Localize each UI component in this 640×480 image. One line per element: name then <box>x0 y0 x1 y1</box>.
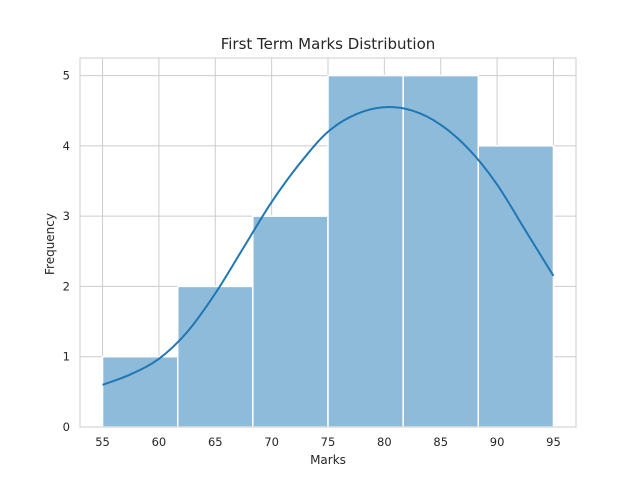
histogram-bar <box>402 74 480 428</box>
chart-title: First Term Marks Distribution <box>221 35 436 53</box>
y-tick-labels: 0 1 2 3 4 5 <box>63 69 70 434</box>
x-tick-label: 85 <box>433 435 448 449</box>
histogram-bar <box>101 355 179 428</box>
histogram-bar <box>252 215 329 428</box>
x-tick-label: 95 <box>546 435 561 449</box>
y-axis-label: Frequency <box>43 213 57 275</box>
x-tick-label: 65 <box>208 435 223 449</box>
y-tick-label: 2 <box>63 279 70 293</box>
x-tick-label: 80 <box>377 435 392 449</box>
x-tick-label: 55 <box>95 435 110 449</box>
y-tick-label: 4 <box>63 139 70 153</box>
axes-frame <box>79 57 577 428</box>
histogram-bar <box>327 74 404 428</box>
x-tick-label: 75 <box>321 435 336 449</box>
y-tick-label: 3 <box>63 209 70 223</box>
x-tick-label: 60 <box>152 435 167 449</box>
x-tick-label: 90 <box>490 435 505 449</box>
kde-curve <box>102 106 555 386</box>
y-tick-label: 0 <box>63 420 70 434</box>
histogram-bar <box>477 145 555 428</box>
histogram-bars <box>101 74 555 428</box>
y-tick-label: 1 <box>63 350 70 364</box>
x-tick-labels: 55 60 65 70 75 80 85 90 95 <box>95 435 561 449</box>
y-tick-label: 5 <box>63 69 70 83</box>
x-tick-label: 70 <box>264 435 279 449</box>
histogram-bar <box>176 285 254 428</box>
x-axis-label: Marks <box>310 453 346 467</box>
